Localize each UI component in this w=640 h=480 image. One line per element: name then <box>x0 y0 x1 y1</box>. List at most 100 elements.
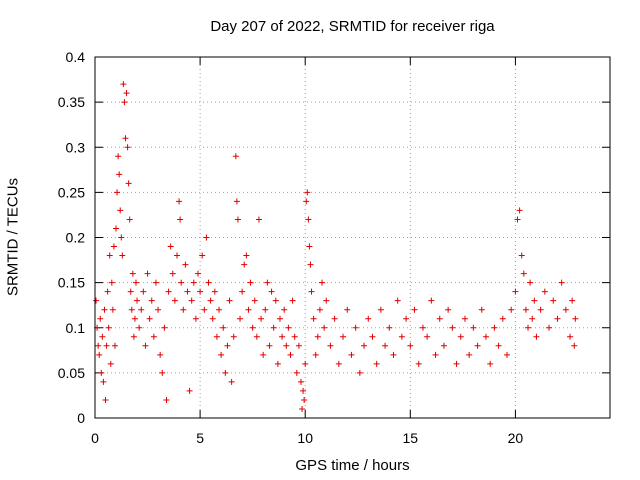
data-point <box>390 351 397 358</box>
data-point <box>157 351 164 358</box>
data-point <box>283 342 290 349</box>
y-tick-label: 0.4 <box>66 49 86 65</box>
data-point <box>554 315 561 322</box>
data-point <box>522 306 529 313</box>
y-tick-label: 0.2 <box>66 230 86 246</box>
data-point <box>163 396 170 403</box>
data-point <box>571 342 578 349</box>
data-point <box>209 315 216 322</box>
plot-frame <box>94 56 611 419</box>
data-point <box>207 297 214 304</box>
data-point <box>319 279 326 286</box>
data-point <box>428 297 435 304</box>
x-tick-label: 15 <box>403 430 419 446</box>
data-point <box>340 333 347 340</box>
data-point <box>516 207 523 214</box>
data-point <box>224 342 231 349</box>
data-point <box>148 297 155 304</box>
data-point <box>192 315 199 322</box>
data-point <box>285 324 292 331</box>
data-point <box>445 306 452 313</box>
data-point <box>203 234 210 241</box>
data-point <box>211 288 218 295</box>
data-point <box>159 369 166 376</box>
data-point <box>303 198 310 205</box>
data-point <box>124 144 131 151</box>
y-tick-label: 0.3 <box>66 139 86 155</box>
data-point <box>113 225 120 232</box>
data-point <box>361 342 368 349</box>
data-point <box>499 315 506 322</box>
data-point <box>264 279 271 286</box>
data-point <box>178 279 185 286</box>
data-point <box>119 252 126 259</box>
data-point <box>558 279 565 286</box>
data-point <box>226 297 233 304</box>
data-point <box>382 342 389 349</box>
data-point <box>508 306 515 313</box>
data-point <box>117 207 124 214</box>
data-point <box>127 288 134 295</box>
data-point <box>274 360 281 367</box>
data-point <box>527 279 534 286</box>
data-point <box>512 288 519 295</box>
data-point <box>298 378 304 385</box>
data-point <box>305 216 312 223</box>
data-point <box>161 324 168 331</box>
data-point <box>121 99 128 106</box>
data-point <box>132 279 139 286</box>
data-point <box>165 288 172 295</box>
data-point <box>407 342 414 349</box>
data-point <box>321 324 328 331</box>
data-point <box>546 324 553 331</box>
data-point <box>482 333 489 340</box>
data-point <box>258 315 265 322</box>
data-point <box>266 342 273 349</box>
data-point <box>197 288 204 295</box>
data-point <box>314 333 321 340</box>
data-point <box>323 297 330 304</box>
data-point <box>327 342 334 349</box>
data-point <box>531 297 538 304</box>
data-point <box>146 315 153 322</box>
data-point <box>312 351 319 358</box>
data-point <box>102 396 109 403</box>
data-point <box>302 360 309 367</box>
data-point <box>457 333 464 340</box>
data-point <box>182 261 189 268</box>
data-point <box>234 216 241 223</box>
data-point <box>299 405 306 412</box>
x-tick-label: 0 <box>91 430 99 446</box>
data-point <box>218 351 225 358</box>
data-point <box>237 315 244 322</box>
data-point <box>348 351 355 358</box>
grid-lines <box>95 57 610 418</box>
data-point <box>186 387 193 394</box>
data-point <box>300 387 307 394</box>
data-point <box>520 270 527 277</box>
data-point <box>487 360 494 367</box>
data-point <box>514 216 521 223</box>
data-point <box>239 288 246 295</box>
data-point <box>335 360 342 367</box>
data-point <box>394 297 401 304</box>
y-tick-label: 0.1 <box>66 320 86 336</box>
data-point <box>344 306 351 313</box>
data-point <box>436 315 443 322</box>
data-point <box>150 333 157 340</box>
data-point <box>569 297 576 304</box>
data-point <box>241 261 248 268</box>
data-point <box>116 171 123 178</box>
x-tick-label: 10 <box>297 430 313 446</box>
data-point <box>126 216 133 223</box>
data-point <box>222 369 229 376</box>
data-point <box>101 306 108 313</box>
data-point <box>130 333 137 340</box>
data-point <box>495 342 502 349</box>
y-tick-label: 0.05 <box>58 365 85 381</box>
data-point <box>199 252 206 259</box>
data-point <box>213 333 220 340</box>
data-point <box>304 189 311 196</box>
data-point <box>365 315 372 322</box>
